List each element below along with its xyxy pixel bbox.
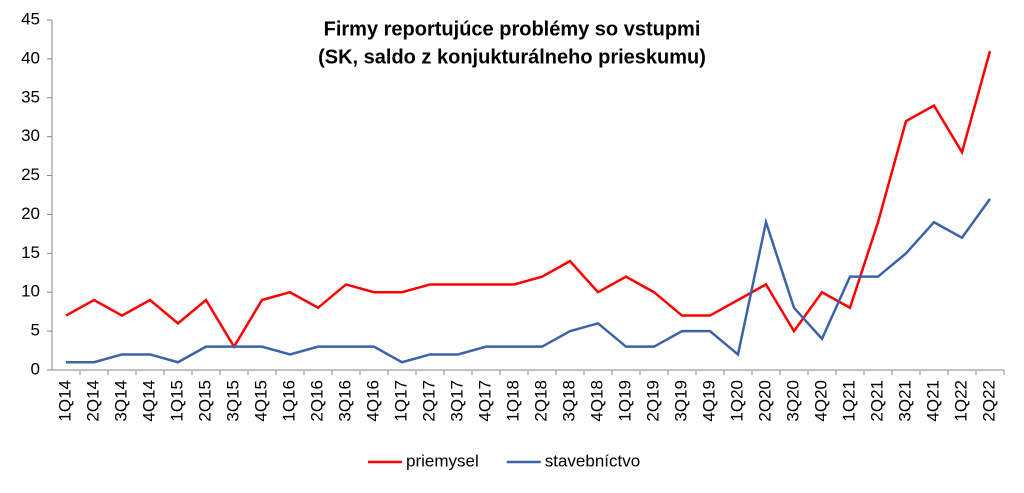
x-tick-label: 2Q16 <box>307 380 326 422</box>
x-tick-label: 1Q15 <box>167 380 186 422</box>
x-tick-label: 2Q18 <box>531 380 550 422</box>
x-tick-label: 1Q16 <box>279 380 298 422</box>
series-line <box>65 50 992 350</box>
y-tick-label: 25 <box>21 165 40 184</box>
x-tick-label: 3Q17 <box>447 380 466 422</box>
x-tick-label: 3Q20 <box>783 380 802 422</box>
y-tick-label: 5 <box>31 321 40 340</box>
y-tick-label: 45 <box>21 9 40 28</box>
y-tick-label: 0 <box>31 359 40 378</box>
x-tick-label: 1Q21 <box>839 380 858 422</box>
x-tick-label: 2Q22 <box>979 380 998 422</box>
x-tick-label: 1Q18 <box>503 380 522 422</box>
x-tick-label: 4Q19 <box>699 380 718 422</box>
legend-label: stavebníctvo <box>545 451 640 470</box>
x-tick-label: 1Q20 <box>727 380 746 422</box>
y-tick-label: 30 <box>21 126 40 145</box>
x-tick-label: 1Q17 <box>391 380 410 422</box>
y-tick-label: 35 <box>21 87 40 106</box>
y-tick-label: 40 <box>21 48 40 67</box>
x-tick-label: 4Q15 <box>251 380 270 422</box>
x-tick-label: 2Q19 <box>643 380 662 422</box>
y-tick-label: 10 <box>21 282 40 301</box>
x-tick-label: 4Q16 <box>363 380 382 422</box>
x-tick-label: 3Q15 <box>223 380 242 422</box>
x-tick-label: 2Q17 <box>419 380 438 422</box>
series-line <box>66 198 992 364</box>
chart-title: (SK, saldo z konjukturálneho prieskumu) <box>318 46 706 68</box>
x-tick-label: 2Q14 <box>83 380 102 422</box>
legend-label: priemysel <box>406 451 479 470</box>
x-tick-label: 3Q21 <box>895 380 914 422</box>
x-tick-label: 4Q20 <box>811 380 830 422</box>
x-tick-label: 1Q22 <box>951 380 970 422</box>
x-tick-label: 2Q15 <box>195 380 214 422</box>
x-tick-label: 2Q20 <box>755 380 774 422</box>
x-tick-label: 3Q19 <box>671 380 690 422</box>
x-tick-label: 3Q18 <box>559 380 578 422</box>
x-tick-label: 1Q19 <box>615 380 634 422</box>
x-tick-label: 4Q14 <box>139 380 158 422</box>
x-tick-label: 3Q16 <box>335 380 354 422</box>
x-tick-label: 2Q21 <box>867 380 886 422</box>
x-tick-label: 4Q17 <box>475 380 494 422</box>
x-tick-label: 1Q14 <box>55 380 74 422</box>
x-tick-label: 4Q18 <box>587 380 606 422</box>
x-tick-label: 4Q21 <box>923 380 942 422</box>
y-tick-label: 15 <box>21 243 40 262</box>
chart-title: Firmy reportujúce problémy so vstupmi <box>324 18 701 40</box>
y-tick-label: 20 <box>21 204 40 223</box>
x-tick-label: 3Q14 <box>111 380 130 422</box>
